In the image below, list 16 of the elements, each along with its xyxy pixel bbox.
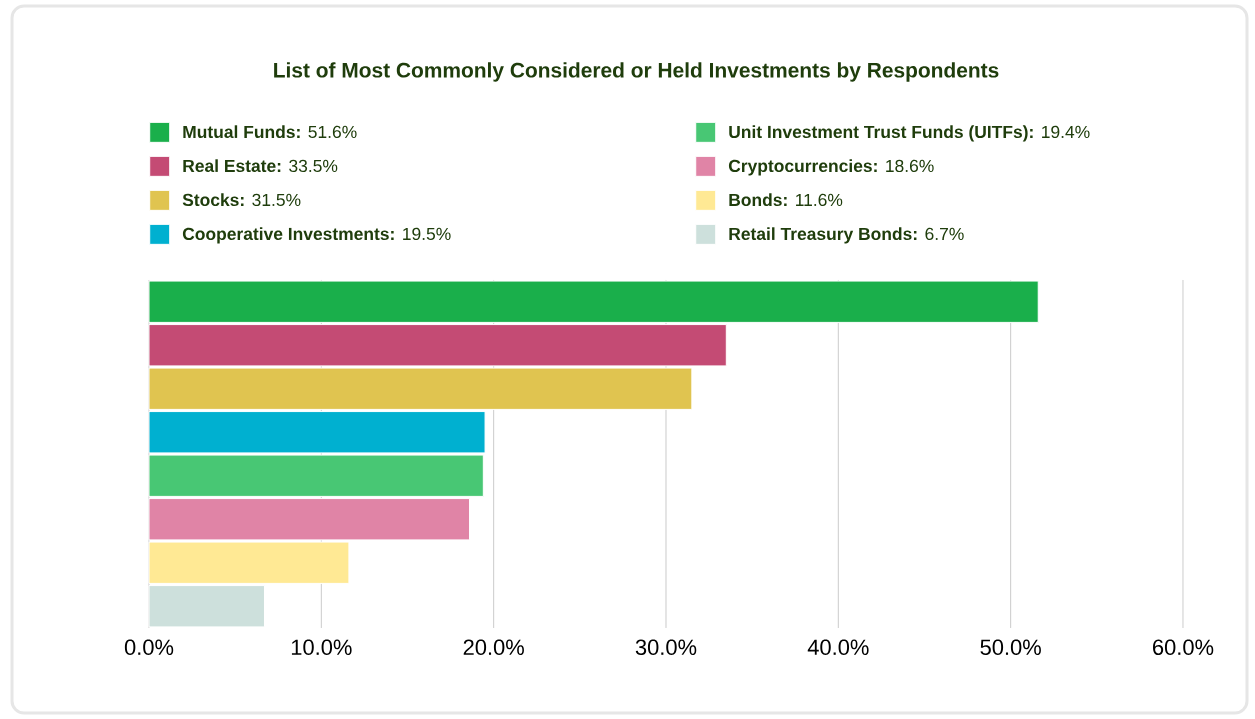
legend-label: Mutual Funds: 51.6% bbox=[183, 125, 357, 139]
legend-label: Bonds: 11.6% bbox=[729, 193, 843, 207]
x-tick-label: 40.0% bbox=[807, 639, 869, 656]
legend-label: Unit Investment Trust Funds (UITFs): 19.4% bbox=[729, 125, 1090, 142]
x-tick-label: 60.0% bbox=[1153, 639, 1214, 656]
x-tick-label: 50.0% bbox=[980, 639, 1041, 656]
legend-label: Cryptocurrencies: 18.6% bbox=[728, 159, 934, 176]
x-tick-label: 20.0% bbox=[463, 639, 524, 656]
legend-label: Stocks: 31.5% bbox=[182, 193, 301, 207]
x-tick-label: 30.0% bbox=[635, 639, 697, 656]
chart-title: List of Most Commonly Considered or Held Investments by Respondents bbox=[274, 62, 999, 82]
legend-label: Cooperative Investments: 19.5% bbox=[182, 227, 451, 244]
x-tick-label: 0.0% bbox=[124, 639, 174, 656]
x-tick-label: 10.0% bbox=[291, 639, 352, 656]
legend-label: Retail Treasury Bonds: 6.7% bbox=[729, 227, 964, 244]
legend-label: Real Estate: 33.5% bbox=[183, 159, 338, 173]
